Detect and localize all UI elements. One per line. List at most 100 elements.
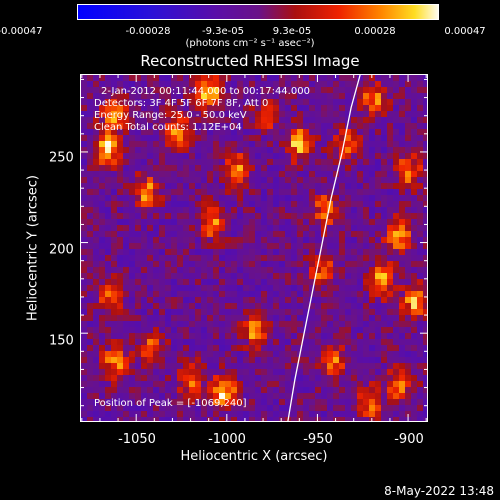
heatmap-cell: [339, 213, 346, 220]
heatmap-cell: [351, 351, 358, 358]
heatmap-cell: [111, 105, 118, 112]
heatmap-cell: [171, 381, 178, 388]
heatmap-cell: [351, 219, 358, 226]
heatmap-cell: [213, 321, 220, 328]
heatmap-cell: [273, 189, 280, 196]
heatmap-cell: [387, 81, 394, 88]
heatmap-cell: [345, 153, 352, 160]
heatmap-cell: [279, 321, 286, 328]
heatmap-cell: [141, 189, 148, 196]
heatmap-cell: [177, 201, 184, 208]
heatmap-cell: [309, 141, 316, 148]
heatmap-cell: [195, 165, 202, 172]
heatmap-cell: [321, 369, 328, 376]
heatmap-cell: [303, 243, 310, 250]
heatmap-cell: [399, 327, 406, 334]
heatmap-cell: [195, 321, 202, 328]
heatmap-cell: [219, 225, 226, 232]
heatmap-cell: [405, 159, 412, 166]
heatmap-cell: [309, 183, 316, 190]
heatmap-cell: [147, 177, 154, 184]
heatmap-cell: [201, 237, 208, 244]
heatmap-cell: [213, 297, 220, 304]
heatmap-cell: [117, 303, 124, 310]
heatmap-cell: [123, 93, 130, 100]
heatmap-cell: [375, 339, 382, 346]
heatmap-cell: [165, 93, 172, 100]
heatmap-cell: [345, 105, 352, 112]
heatmap-cell: [309, 81, 316, 88]
heatmap-cell: [363, 201, 370, 208]
heatmap-cell: [321, 153, 328, 160]
heatmap-cell: [381, 81, 388, 88]
heatmap-cell: [279, 273, 286, 280]
heatmap-cell: [279, 219, 286, 226]
heatmap-cell: [171, 267, 178, 274]
heatmap-cell: [411, 99, 418, 106]
heatmap-cell: [147, 165, 154, 172]
heatmap-cell: [297, 87, 304, 94]
heatmap-cell: [375, 99, 382, 106]
heatmap-cell: [111, 375, 118, 382]
heatmap-cell: [405, 231, 412, 238]
heatmap-cell: [171, 99, 178, 106]
heatmap-cell: [363, 129, 370, 136]
heatmap-cell: [369, 117, 376, 124]
heatmap-cell: [87, 369, 94, 376]
heatmap-cell: [357, 105, 364, 112]
heatmap-cell: [303, 213, 310, 220]
heatmap-cell: [285, 189, 292, 196]
heatmap-cell: [129, 237, 136, 244]
heatmap-cell: [261, 393, 268, 400]
heatmap-cell: [195, 267, 202, 274]
heatmap-cell: [357, 129, 364, 136]
heatmap-cell: [399, 381, 406, 388]
heatmap-cell: [303, 303, 310, 310]
heatmap-cell: [369, 363, 376, 370]
heatmap-cell: [117, 363, 124, 370]
heatmap-cell: [207, 297, 214, 304]
heatmap-cell: [267, 201, 274, 208]
heatmap-cell: [375, 219, 382, 226]
heatmap-cell: [297, 243, 304, 250]
heatmap-cell: [261, 195, 268, 202]
heatmap-cell: [315, 249, 322, 256]
heatmap-cell: [369, 351, 376, 358]
heatmap-cell: [369, 399, 376, 406]
heatmap-cell: [285, 279, 292, 286]
heatmap-cell: [267, 81, 274, 88]
heatmap-cell: [135, 291, 142, 298]
heatmap-cell: [357, 231, 364, 238]
heatmap-cell: [363, 375, 370, 382]
heatmap-cell: [225, 171, 232, 178]
heatmap-cell: [423, 135, 427, 142]
heatmap-cell: [261, 81, 268, 88]
heatmap-cell: [345, 183, 352, 190]
heatmap-cell: [135, 303, 142, 310]
heatmap-cell: [285, 195, 292, 202]
heatmap-cell: [213, 207, 220, 214]
heatmap-cell: [357, 387, 364, 394]
heatmap-cell: [231, 369, 238, 376]
heatmap-cell: [171, 231, 178, 238]
heatmap-cell: [141, 183, 148, 190]
heatmap-cell: [423, 321, 427, 328]
heatmap-cell: [219, 393, 226, 400]
heatmap-cell: [141, 411, 148, 418]
heatmap-cell: [249, 303, 256, 310]
heatmap-cell: [345, 165, 352, 172]
heatmap-cell: [291, 315, 298, 322]
heatmap-cell: [129, 393, 136, 400]
heatmap-cell: [303, 141, 310, 148]
heatmap-cell: [405, 207, 412, 214]
heatmap-cell: [219, 411, 226, 418]
heatmap-cell: [279, 213, 286, 220]
heatmap-cell: [129, 99, 136, 106]
heatmap-cell: [387, 285, 394, 292]
heatmap-cell: [417, 249, 424, 256]
heatmap-cell: [99, 417, 106, 421]
heatmap-cell: [297, 105, 304, 112]
heatmap-cell: [423, 285, 427, 292]
heatmap-cell: [183, 153, 190, 160]
heatmap-cell: [279, 123, 286, 130]
